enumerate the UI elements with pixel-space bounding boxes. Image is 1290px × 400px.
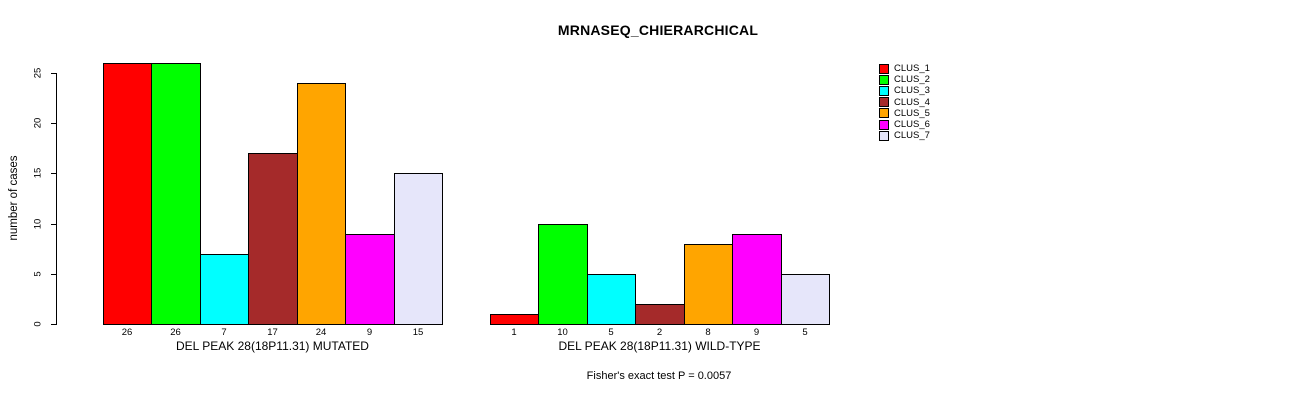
y-axis-tick-label: 10 (32, 218, 44, 230)
legend-swatch (879, 63, 889, 74)
bar-clus_3 (587, 274, 636, 325)
legend-item: CLUS_3 (879, 85, 930, 96)
y-axis-tick (51, 73, 56, 74)
legend-swatch (879, 85, 889, 96)
y-axis-tick (51, 274, 56, 275)
y-axis-tick-label: 20 (32, 117, 44, 129)
legend-item: CLUS_1 (879, 63, 930, 74)
bar-clus_5 (297, 83, 346, 325)
bar-value-label: 7 (221, 327, 227, 338)
bar-clus_1 (490, 314, 539, 325)
bar-value-label: 26 (121, 327, 133, 338)
y-axis-tick (51, 123, 56, 124)
bar-clus_7 (781, 274, 830, 325)
legend-item-label: CLUS_2 (894, 74, 930, 86)
legend-swatch (879, 130, 889, 141)
y-axis-tick (51, 324, 56, 325)
legend-swatch (879, 74, 889, 85)
bar-value-label: 5 (608, 327, 614, 338)
legend-item: CLUS_4 (879, 97, 930, 108)
bar-clus_4 (635, 304, 685, 325)
y-axis-title: number of cases (8, 155, 20, 241)
bar-clus_5 (684, 244, 733, 325)
legend-item-label: CLUS_5 (894, 107, 930, 119)
legend-item: CLUS_5 (879, 108, 930, 119)
chart-title: MRNASEQ_CHIERARCHICAL (557, 22, 759, 38)
bar-value-label: 9 (366, 327, 373, 338)
bar-value-label: 5 (802, 327, 808, 338)
fisher-test-annotation: Fisher's exact test P = 0.0057 (586, 370, 732, 382)
y-axis-tick (51, 224, 56, 225)
bar-clus_6 (345, 234, 395, 325)
legend-swatch (879, 119, 889, 130)
bar-value-label: 1 (511, 327, 517, 338)
x-axis-group-label: DEL PEAK 28(18P11.31) WILD-TYPE (558, 339, 761, 353)
y-axis-line (56, 73, 57, 325)
legend-item: CLUS_6 (879, 119, 930, 130)
bar-clus_6 (732, 234, 782, 325)
y-axis-tick-label: 5 (32, 271, 44, 277)
bar-clus_2 (151, 63, 201, 325)
y-axis-tick (51, 173, 56, 174)
bar-value-label: 9 (753, 327, 760, 338)
bar-clus_3 (200, 254, 249, 325)
legend-item-label: CLUS_6 (894, 119, 930, 130)
bar-clus_1 (103, 63, 152, 325)
legend-item-label: CLUS_1 (894, 63, 930, 74)
legend-item: CLUS_2 (879, 74, 930, 85)
legend-item: CLUS_7 (879, 130, 930, 141)
y-axis-tick-label: 0 (32, 321, 44, 327)
legend-swatch (879, 108, 889, 119)
bar-value-label: 2 (656, 327, 663, 338)
y-axis-tick-label: 15 (32, 167, 44, 179)
legend-item-label: CLUS_4 (894, 96, 930, 108)
legend-item-label: CLUS_3 (894, 85, 930, 97)
bar-value-label: 17 (267, 327, 278, 338)
x-axis-group-label: DEL PEAK 28(18P11.31) MUTATED (176, 339, 369, 353)
bar-value-label: 10 (557, 327, 568, 338)
y-axis-tick-label: 25 (32, 67, 44, 79)
bar-value-label: 24 (315, 327, 327, 338)
bar-value-label: 26 (170, 327, 181, 338)
bar-value-label: 8 (705, 327, 711, 338)
bar-clus_2 (538, 224, 588, 325)
legend-swatch (879, 97, 889, 108)
bar-clus_4 (248, 153, 298, 325)
bar-value-label: 15 (412, 327, 424, 338)
legend-item-label: CLUS_7 (894, 130, 930, 142)
bar-clus_7 (394, 173, 443, 325)
